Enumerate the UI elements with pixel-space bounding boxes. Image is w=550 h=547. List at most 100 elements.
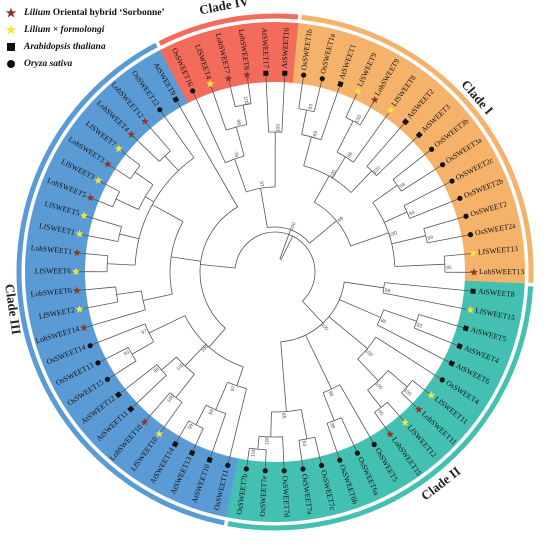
branch-line: [84, 215, 122, 228]
bootstrap-value: 95: [376, 409, 384, 417]
bootstrap-value: 100: [264, 436, 270, 445]
branch-arc: [138, 184, 154, 210]
branch-line: [236, 366, 244, 386]
branch-line: [412, 380, 431, 395]
square-marker: [127, 405, 135, 413]
branch-line: [382, 292, 470, 311]
branch-line: [384, 211, 408, 223]
branch-line: [134, 171, 154, 186]
bootstrap-value: 100: [166, 393, 176, 403]
branch-line: [200, 264, 236, 269]
branch-line: [302, 300, 324, 324]
branch-line: [300, 409, 308, 440]
yellow-star-icon: [4, 24, 18, 36]
branch-line: [336, 120, 354, 153]
branch-line: [80, 301, 118, 310]
yellow-star-marker: [401, 418, 410, 427]
branch-line: [280, 341, 287, 412]
branch-line: [265, 74, 269, 133]
branch-arc: [392, 179, 402, 192]
leaf-label: AtSWEET17: [260, 28, 271, 69]
brown-star-shape: [5, 7, 17, 17]
bootstrap-value: 99: [427, 235, 434, 242]
branch-line: [359, 100, 375, 126]
branch-line: [115, 198, 139, 210]
leaf-label: LohSWEET1: [30, 243, 72, 256]
bootstrap-value: 100: [402, 387, 412, 397]
legend-italic: Arabidopsis thaliana: [24, 41, 106, 52]
brown-star-marker: [243, 70, 251, 79]
bootstrap-value: 99: [187, 423, 195, 431]
leaf-label: OsSWEET7e: [258, 475, 269, 517]
branch-line: [108, 164, 131, 180]
circle-marker: [337, 457, 343, 463]
circle-marker: [439, 162, 446, 168]
bootstrap-value: 98: [153, 366, 161, 374]
square-shape: [7, 42, 15, 51]
branch-line: [236, 126, 245, 157]
circle-marker: [262, 468, 268, 474]
branch-line: [279, 229, 291, 259]
branch-line: [374, 412, 390, 434]
circle-marker: [300, 466, 306, 472]
circle-marker: [429, 146, 435, 152]
branch-line: [280, 235, 294, 260]
leaf-label: AtSWEET16: [280, 27, 291, 68]
leaf-label: OsSWEET7d: [281, 476, 292, 518]
leaf-label: LfSWEET6: [35, 266, 71, 275]
branch-line: [414, 327, 459, 347]
clade-band: [24, 49, 240, 518]
brown-star-marker: [470, 268, 478, 276]
branch-line: [350, 170, 373, 193]
branch-line: [320, 84, 341, 140]
brown-star-marker: [72, 248, 81, 257]
branch-line: [260, 188, 268, 228]
square-marker: [206, 456, 213, 464]
branch-line: [376, 324, 452, 364]
bootstrap-value: 100: [276, 124, 282, 133]
brown-star-marker: [140, 417, 149, 426]
branch-line: [148, 315, 186, 334]
bootstrap-value: 95: [446, 265, 452, 271]
branch-line: [376, 135, 419, 176]
circle-marker: [439, 377, 445, 383]
bootstrap-value: 98: [399, 182, 407, 190]
branch-line: [427, 234, 470, 244]
branch-line: [332, 156, 346, 179]
legend-item: Arabidopsis thaliana: [4, 38, 165, 55]
yellow-star-marker: [114, 144, 123, 153]
bootstrap-value: 99: [327, 390, 335, 398]
branch-line: [403, 181, 452, 207]
bootstrap-value: 100: [251, 448, 258, 457]
branch-arc: [367, 370, 389, 391]
branch-line: [175, 100, 238, 208]
clade-band: [292, 23, 525, 286]
clade-band: [160, 21, 301, 104]
branch-line: [227, 388, 247, 465]
bootstrap-value: 97: [140, 328, 148, 336]
branch-line: [118, 364, 158, 395]
bootstrap-value: 65: [280, 413, 286, 419]
branch-line: [328, 316, 368, 349]
branch-line: [77, 286, 116, 291]
bootstrap-value: 100: [388, 230, 398, 238]
branch-line: [159, 401, 183, 434]
circle-marker: [354, 450, 360, 456]
square-marker: [415, 131, 423, 139]
branch-arc: [298, 108, 315, 113]
branch-line: [282, 436, 285, 470]
brown-star-marker: [414, 405, 423, 413]
circle-marker: [467, 232, 474, 238]
brown-star-marker: [370, 95, 379, 104]
branch-arc: [225, 155, 245, 164]
branch-line: [161, 356, 177, 371]
branch-line: [142, 293, 173, 301]
bootstrap-value: 100: [373, 381, 383, 391]
branch-line: [175, 373, 195, 398]
branch-line: [350, 232, 389, 247]
branch-line: [184, 343, 207, 367]
clade-ring: [301, 14, 534, 283]
branch-arc: [271, 409, 302, 413]
bootstrap-value: 100: [363, 348, 373, 358]
square-icon: [4, 42, 18, 52]
